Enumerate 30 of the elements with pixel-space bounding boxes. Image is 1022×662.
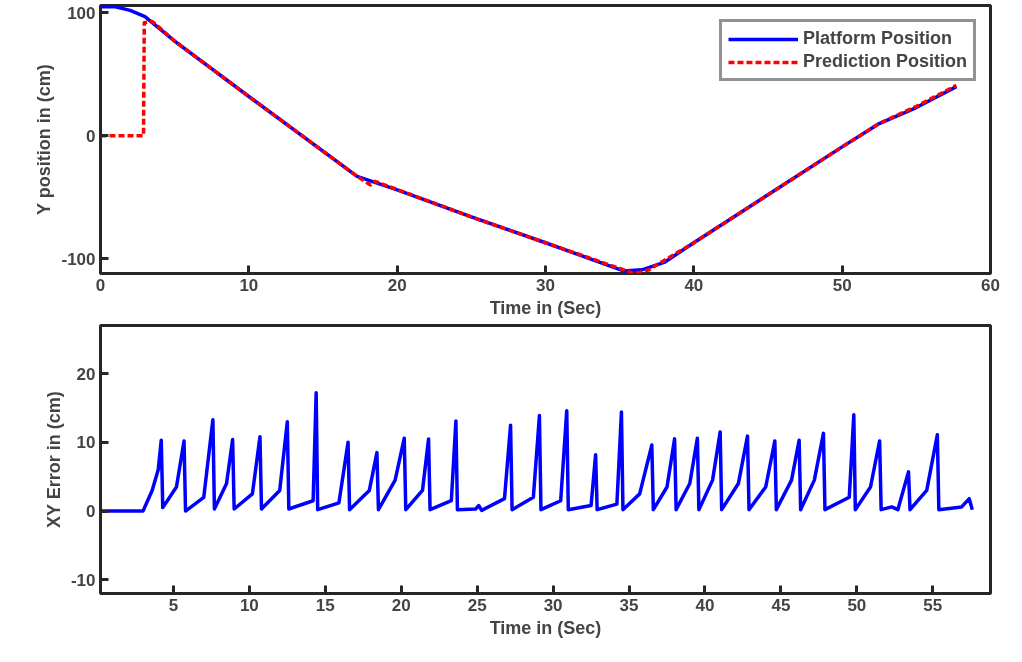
y-axis-title: XY Error in (cm) <box>43 391 64 529</box>
x-tick-label: 20 <box>387 275 407 295</box>
x-axis-title: Time in (Sec) <box>489 617 602 638</box>
x-tick-label: 5 <box>168 595 179 615</box>
x-axis-title: Time in (Sec) <box>489 297 602 318</box>
y-tick-label: 0 <box>86 502 96 522</box>
y-tick-label: -100 <box>61 249 96 269</box>
x-tick-label: 30 <box>543 595 563 615</box>
x-tick-label: 15 <box>315 595 335 615</box>
x-tick-label: 25 <box>467 595 487 615</box>
legend-label: Platform Position <box>802 28 952 49</box>
y-tick-label: 10 <box>76 433 96 453</box>
x-tick-label: 40 <box>684 275 704 295</box>
x-tick-label: 20 <box>391 595 411 615</box>
x-tick-label: 40 <box>695 595 715 615</box>
x-tick-label: 45 <box>771 595 791 615</box>
y-tick-label: 100 <box>67 3 96 23</box>
x-tick-label: 10 <box>239 275 259 295</box>
legend-label: Prediction Position <box>802 51 967 72</box>
x-tick-label: 30 <box>536 275 555 295</box>
x-tick-label: 60 <box>981 275 1000 295</box>
x-tick-label: 35 <box>619 595 639 615</box>
y-tick-label: 0 <box>86 126 96 146</box>
x-tick-label: 50 <box>832 275 852 295</box>
x-tick-label: 10 <box>239 595 259 615</box>
y-axis-title: Y position in (cm) <box>34 64 55 215</box>
x-tick-label: 55 <box>923 595 943 615</box>
y-tick-label: 20 <box>76 364 96 384</box>
x-tick-label: 50 <box>847 595 867 615</box>
y-tick-label: -10 <box>70 570 96 590</box>
